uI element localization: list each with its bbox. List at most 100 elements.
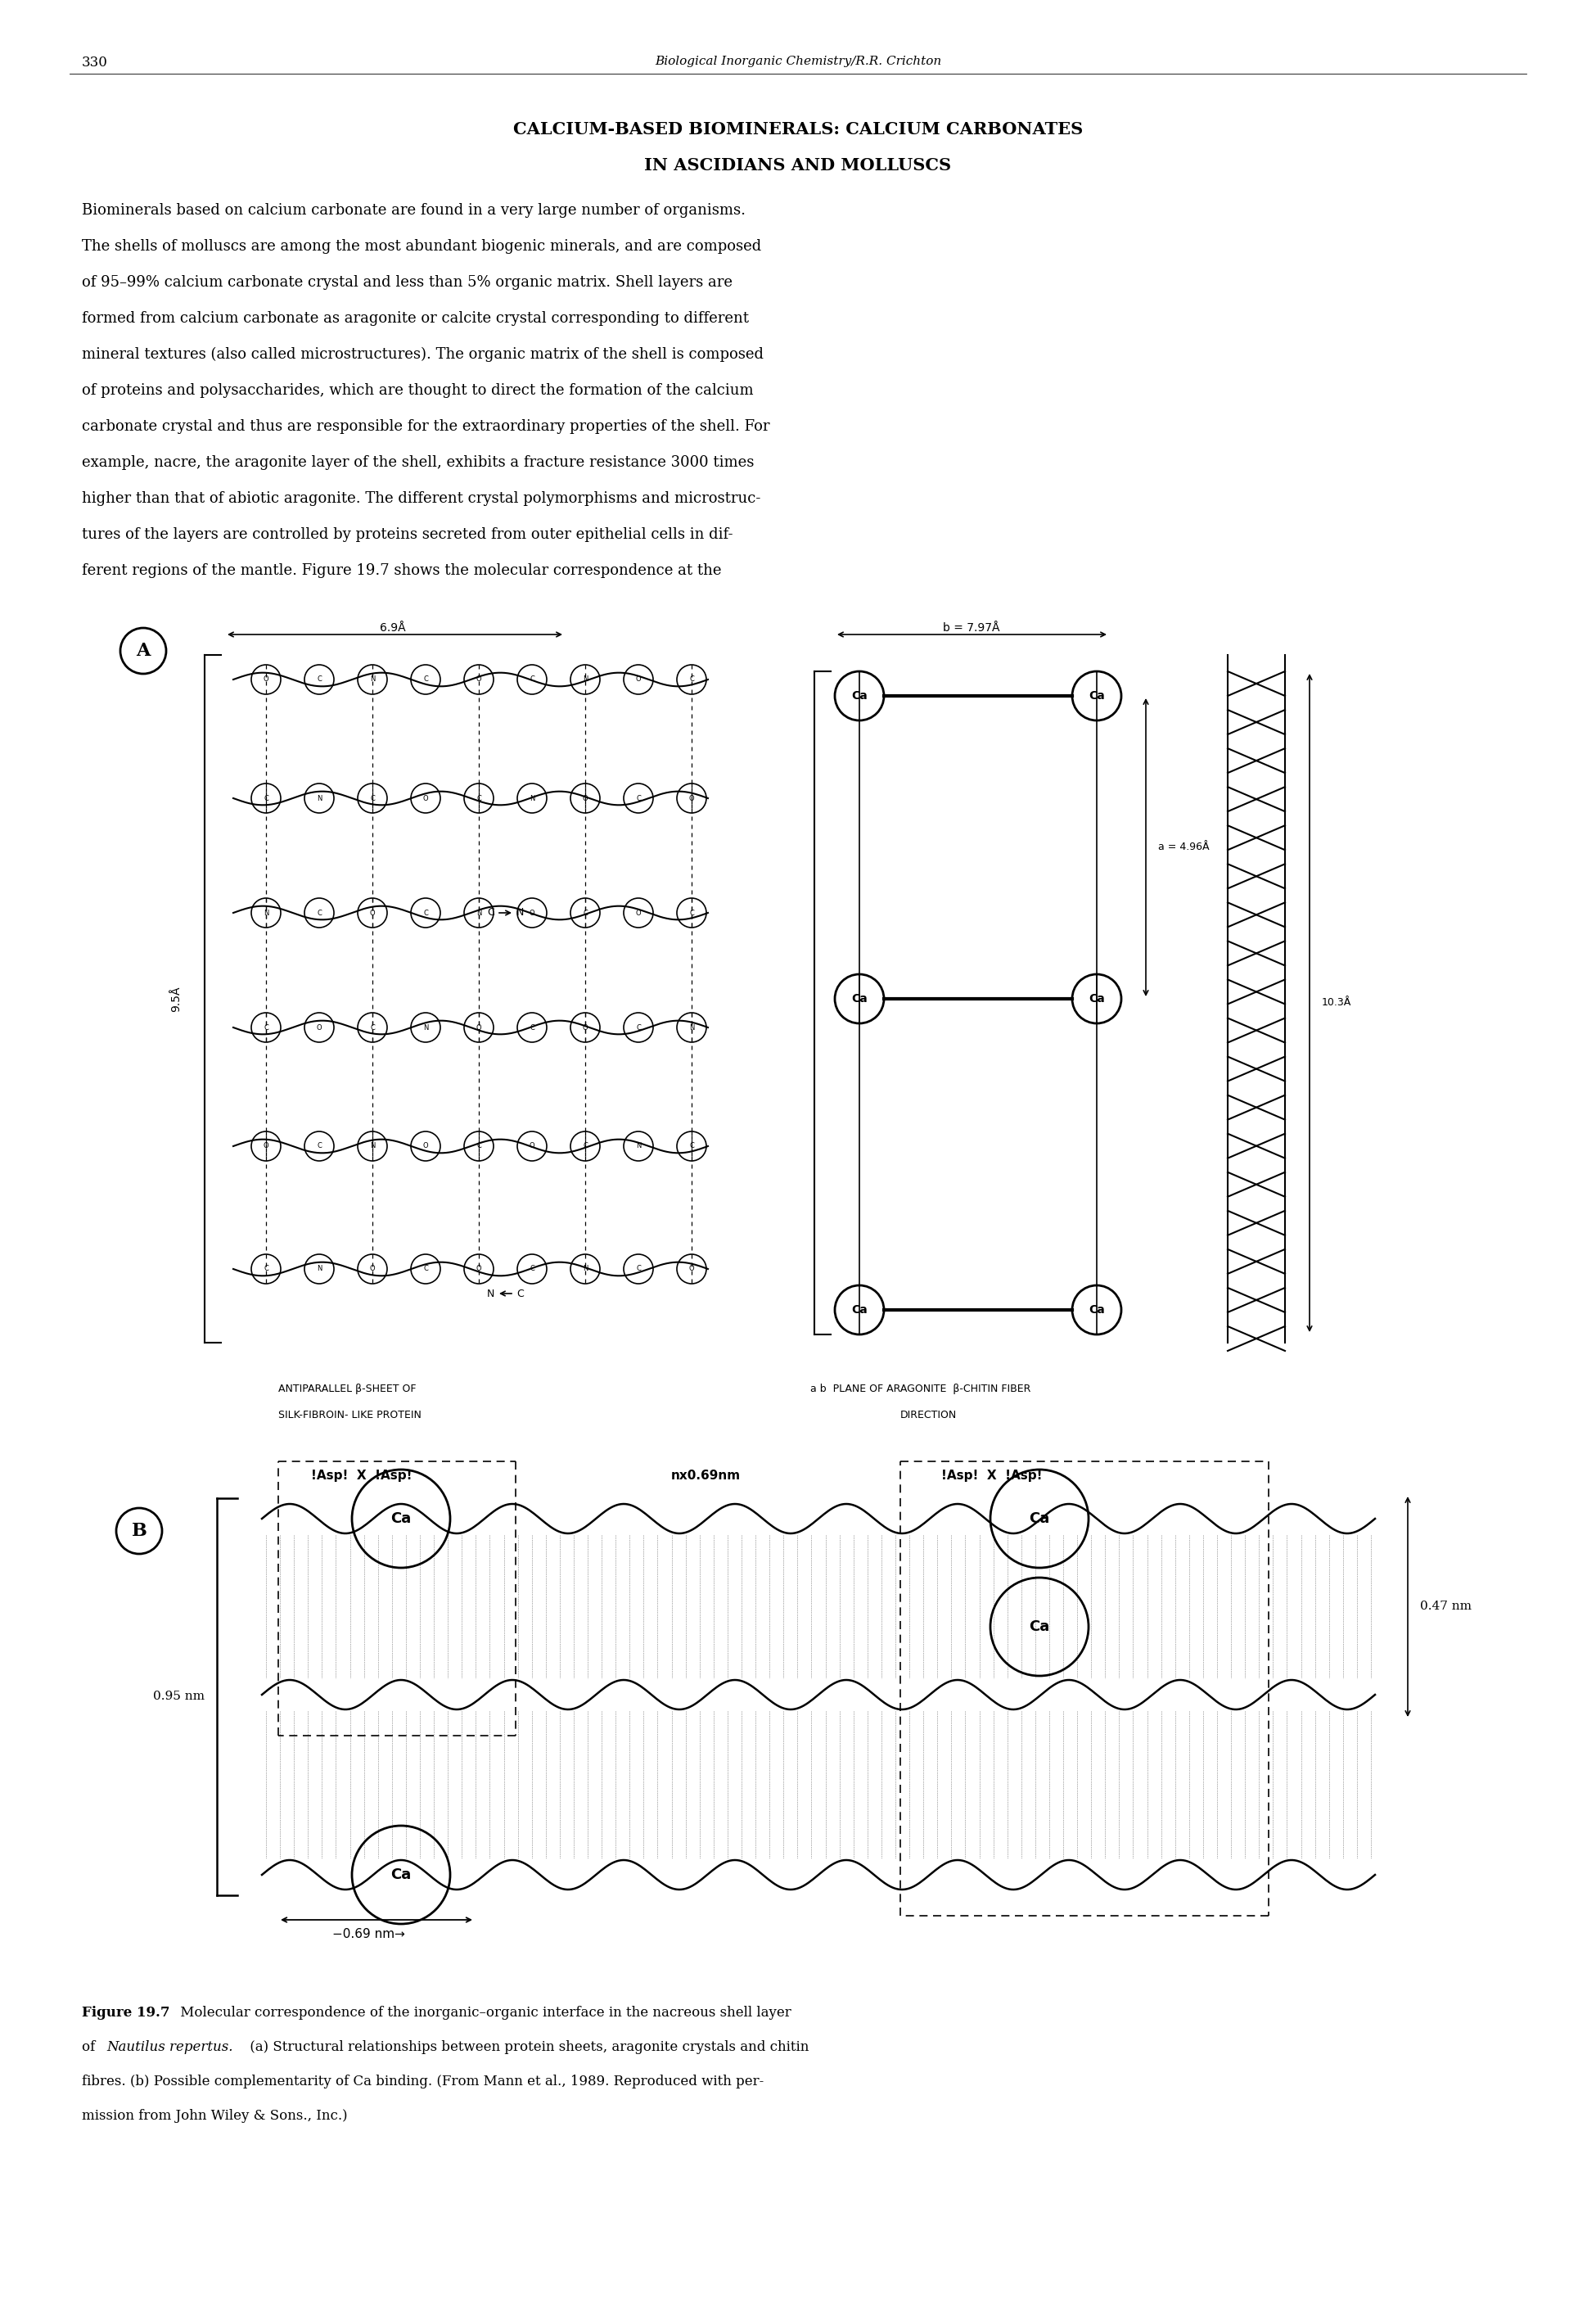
Text: example, nacre, the aragonite layer of the shell, exhibits a fracture resistance: example, nacre, the aragonite layer of t…: [81, 455, 753, 469]
Text: C: C: [316, 910, 322, 917]
Text: N: N: [516, 908, 523, 919]
Text: O: O: [583, 1024, 587, 1031]
Text: C: C: [476, 794, 482, 803]
Text: DIRECTION: DIRECTION: [900, 1409, 958, 1420]
Text: 0.47 nm: 0.47 nm: [1420, 1601, 1472, 1613]
Text: O: O: [476, 675, 482, 682]
Text: CALCIUM-BASED BIOMINERALS: CALCIUM CARBONATES: CALCIUM-BASED BIOMINERALS: CALCIUM CARBO…: [512, 121, 1084, 137]
Text: C: C: [530, 675, 535, 682]
Text: of: of: [81, 2040, 99, 2054]
Text: !Asp!  X  !Asp!: !Asp! X !Asp!: [311, 1469, 412, 1481]
Text: C: C: [263, 1265, 268, 1272]
Text: C: C: [316, 1142, 322, 1149]
Text: C: C: [423, 1265, 428, 1272]
Text: C: C: [583, 910, 587, 917]
Text: Ca: Ca: [1088, 993, 1104, 1005]
Text: N: N: [370, 1142, 375, 1149]
Text: Ca: Ca: [1088, 689, 1104, 701]
Text: O: O: [476, 1265, 482, 1272]
Text: C: C: [583, 1142, 587, 1149]
Text: C: C: [530, 1265, 535, 1272]
Text: C: C: [635, 794, 642, 803]
Text: C: C: [689, 1142, 694, 1149]
Text: 330: 330: [81, 56, 109, 70]
Text: C: C: [476, 1142, 482, 1149]
Text: C: C: [517, 1288, 523, 1300]
Text: O: O: [530, 910, 535, 917]
Text: formed from calcium carbonate as aragonite or calcite crystal corresponding to d: formed from calcium carbonate as aragoni…: [81, 311, 749, 325]
Text: !Asp!  X  !Asp!: !Asp! X !Asp!: [942, 1469, 1042, 1481]
Text: N: N: [583, 675, 587, 682]
Text: nx0.69nm: nx0.69nm: [672, 1469, 741, 1481]
Text: O: O: [689, 1265, 694, 1272]
Text: Ca: Ca: [851, 689, 868, 701]
Text: of proteins and polysaccharides, which are thought to direct the formation of th: of proteins and polysaccharides, which a…: [81, 383, 753, 397]
Text: C: C: [530, 1024, 535, 1031]
Text: C: C: [316, 675, 322, 682]
Text: Ca: Ca: [851, 993, 868, 1005]
Text: C: C: [689, 910, 694, 917]
Text: −0.69 nm→: −0.69 nm→: [332, 1929, 405, 1940]
Text: N: N: [316, 1265, 322, 1272]
Text: B: B: [131, 1523, 147, 1539]
Text: (a) Structural relationships between protein sheets, aragonite crystals and chit: (a) Structural relationships between pro…: [246, 2040, 809, 2054]
Text: O: O: [316, 1024, 322, 1031]
Text: O: O: [476, 1024, 482, 1031]
Text: ANTIPARALLEL β-SHEET OF: ANTIPARALLEL β-SHEET OF: [278, 1383, 417, 1395]
Text: Nautilus repertus.: Nautilus repertus.: [107, 2040, 233, 2054]
Text: N: N: [530, 794, 535, 803]
Text: O: O: [423, 1142, 428, 1149]
Text: IN ASCIDIANS AND MOLLUSCS: IN ASCIDIANS AND MOLLUSCS: [645, 158, 951, 174]
Text: O: O: [635, 675, 642, 682]
Text: Ca: Ca: [851, 1304, 868, 1316]
Text: C: C: [423, 910, 428, 917]
Text: carbonate crystal and thus are responsible for the extraordinary properties of t: carbonate crystal and thus are responsib…: [81, 420, 769, 434]
Text: N: N: [487, 1288, 495, 1300]
Text: C: C: [487, 908, 495, 919]
Text: Biological Inorganic Chemistry/R.R. Crichton: Biological Inorganic Chemistry/R.R. Cric…: [654, 56, 942, 67]
Text: N: N: [583, 1265, 587, 1272]
Text: Ca: Ca: [1029, 1511, 1050, 1525]
Text: fibres. (b) Possible complementarity of Ca binding. (From Mann et al., 1989. Rep: fibres. (b) Possible complementarity of …: [81, 2075, 764, 2089]
Text: Molecular correspondence of the inorganic–organic interface in the nacreous shel: Molecular correspondence of the inorgani…: [176, 2005, 792, 2019]
Text: O: O: [530, 1142, 535, 1149]
Text: Ca: Ca: [391, 1511, 412, 1525]
Text: Ca: Ca: [1029, 1620, 1050, 1634]
Text: C: C: [370, 1024, 375, 1031]
Text: of 95–99% calcium carbonate crystal and less than 5% organic matrix. Shell layer: of 95–99% calcium carbonate crystal and …: [81, 276, 733, 290]
Text: SILK-FIBROIN- LIKE PROTEIN: SILK-FIBROIN- LIKE PROTEIN: [278, 1409, 421, 1420]
Text: O: O: [423, 794, 428, 803]
Text: C: C: [423, 675, 428, 682]
Text: Figure 19.7: Figure 19.7: [81, 2005, 169, 2019]
Text: mission from John Wiley & Sons., Inc.): mission from John Wiley & Sons., Inc.): [81, 2110, 348, 2124]
Text: O: O: [635, 910, 642, 917]
Text: N: N: [635, 1142, 642, 1149]
Text: Ca: Ca: [1088, 1304, 1104, 1316]
Text: C: C: [635, 1265, 642, 1272]
Text: higher than that of abiotic aragonite. The different crystal polymorphisms and m: higher than that of abiotic aragonite. T…: [81, 492, 761, 506]
Text: 10.3Å: 10.3Å: [1321, 998, 1352, 1007]
Text: O: O: [583, 794, 587, 803]
Text: O: O: [370, 910, 375, 917]
Text: C: C: [635, 1024, 642, 1031]
Text: N: N: [689, 1024, 694, 1031]
Text: mineral textures (also called microstructures). The organic matrix of the shell : mineral textures (also called microstruc…: [81, 348, 763, 362]
Text: a b  PLANE OF ARAGONITE  β-CHITIN FIBER: a b PLANE OF ARAGONITE β-CHITIN FIBER: [811, 1383, 1031, 1395]
Text: 6.9Å: 6.9Å: [380, 622, 405, 634]
Text: C: C: [263, 794, 268, 803]
Text: tures of the layers are controlled by proteins secreted from outer epithelial ce: tures of the layers are controlled by pr…: [81, 527, 733, 543]
Text: Ca: Ca: [391, 1868, 412, 1882]
Text: N: N: [263, 910, 268, 917]
Text: C: C: [689, 675, 694, 682]
Text: O: O: [370, 1265, 375, 1272]
Text: ferent regions of the mantle. Figure 19.7 shows the molecular correspondence at : ferent regions of the mantle. Figure 19.…: [81, 564, 721, 578]
Text: O: O: [689, 794, 694, 803]
Text: N: N: [370, 675, 375, 682]
Text: O: O: [263, 1142, 268, 1149]
Text: Biominerals based on calcium carbonate are found in a very large number of organ: Biominerals based on calcium carbonate a…: [81, 202, 745, 218]
Text: a = 4.96Å: a = 4.96Å: [1159, 843, 1210, 852]
Text: A: A: [136, 643, 150, 659]
Text: N: N: [316, 794, 322, 803]
Text: b = 7.97Å: b = 7.97Å: [943, 622, 1001, 634]
Text: C: C: [263, 1024, 268, 1031]
